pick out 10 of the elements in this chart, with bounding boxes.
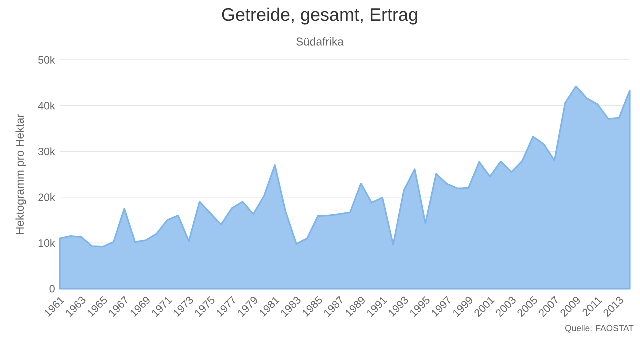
y-axis-title: Hektogramm pro Hektar (16, 114, 26, 234)
source-note: Quelle: FAOSTAT (565, 325, 634, 333)
y-tick-label: 40k (38, 102, 56, 110)
y-tick-label: 20k (38, 193, 56, 202)
y-tick-label: 50k (38, 56, 56, 64)
chart-subtitle: Südafrika (296, 37, 344, 46)
y-tick-label: 0 (50, 285, 55, 293)
y-tick-label: 10k (38, 239, 56, 248)
y-tick-label: 30k (38, 148, 56, 156)
chart-title: Getreide, gesamt, Ertrag (222, 8, 418, 25)
